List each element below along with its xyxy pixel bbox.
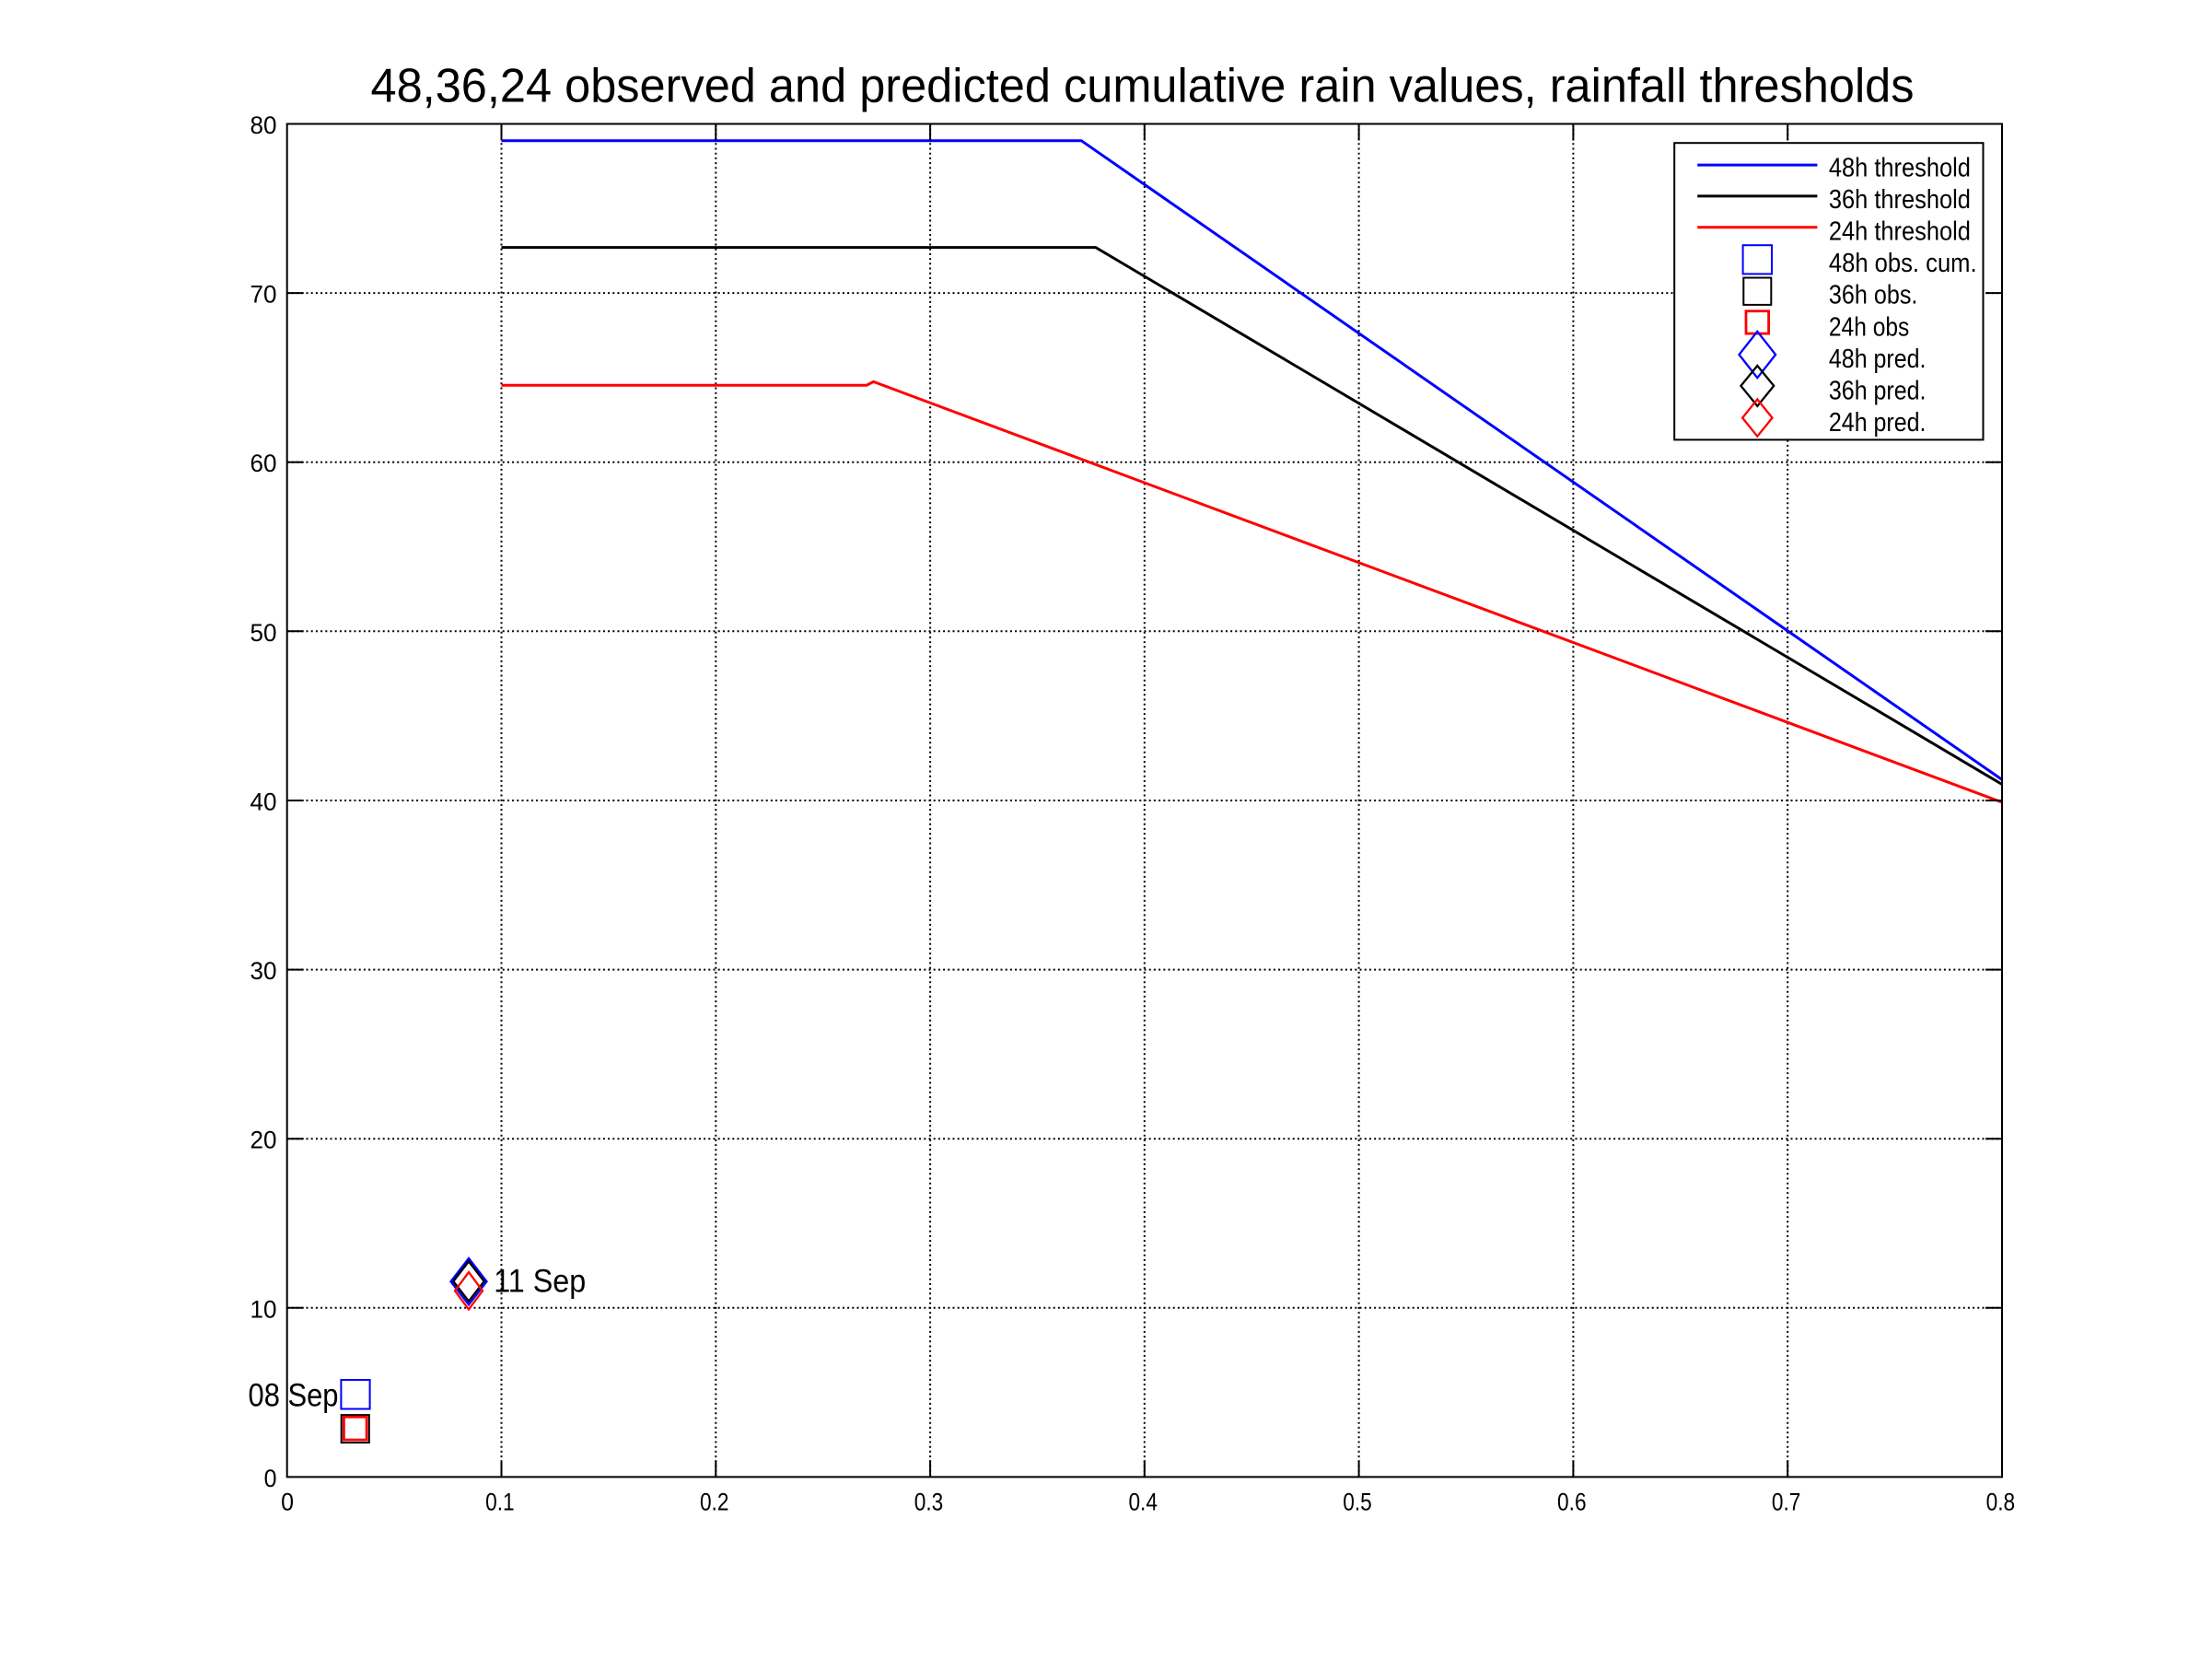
svg-text:36h threshold: 36h threshold bbox=[1829, 185, 1971, 215]
svg-text:24h obs: 24h obs bbox=[1829, 312, 1909, 342]
svg-text:40: 40 bbox=[250, 789, 277, 816]
svg-text:10: 10 bbox=[250, 1295, 277, 1323]
svg-text:0.6: 0.6 bbox=[1557, 1488, 1587, 1515]
svg-text:50: 50 bbox=[250, 619, 277, 647]
svg-text:24h pred.: 24h pred. bbox=[1829, 408, 1927, 438]
svg-text:08 Sep: 08 Sep bbox=[249, 1378, 339, 1414]
svg-text:80: 80 bbox=[250, 111, 277, 139]
svg-text:36h obs.: 36h obs. bbox=[1829, 281, 1917, 310]
svg-text:0.1: 0.1 bbox=[485, 1488, 515, 1515]
svg-text:0.5: 0.5 bbox=[1343, 1488, 1372, 1515]
svg-text:48,36,24 observed and predicte: 48,36,24 observed and predicted cumulati… bbox=[371, 59, 1915, 112]
svg-text:48h obs. cum.: 48h obs. cum. bbox=[1829, 249, 1977, 278]
svg-text:0.4: 0.4 bbox=[1128, 1488, 1158, 1515]
svg-text:0.8: 0.8 bbox=[1986, 1488, 2016, 1515]
svg-text:0: 0 bbox=[281, 1488, 294, 1515]
svg-text:48h threshold: 48h threshold bbox=[1829, 153, 1971, 182]
svg-text:70: 70 bbox=[250, 281, 277, 309]
svg-text:0: 0 bbox=[264, 1465, 277, 1492]
svg-text:0.7: 0.7 bbox=[1772, 1488, 1801, 1515]
svg-text:11 Sep: 11 Sep bbox=[494, 1264, 586, 1300]
svg-text:60: 60 bbox=[250, 450, 277, 477]
svg-text:0.3: 0.3 bbox=[914, 1488, 944, 1515]
svg-text:24h threshold: 24h threshold bbox=[1829, 217, 1971, 247]
svg-text:36h pred.: 36h pred. bbox=[1829, 377, 1927, 406]
svg-text:48h pred.: 48h pred. bbox=[1829, 345, 1927, 374]
svg-text:20: 20 bbox=[250, 1127, 277, 1154]
svg-text:0.2: 0.2 bbox=[700, 1488, 729, 1515]
svg-text:30: 30 bbox=[250, 957, 277, 985]
